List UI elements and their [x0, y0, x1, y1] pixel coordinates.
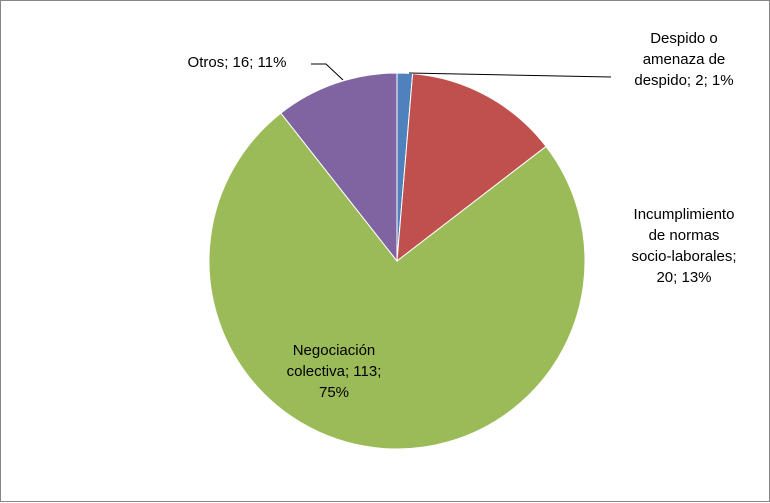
pie-slice-incumplimiento: [396, 73, 547, 263]
data-label-otros: Otros; 16; 11%: [188, 54, 287, 71]
data-label-negociacion: Negociación colectiva; 113; 75%: [287, 342, 382, 401]
pie-slice-otros: [280, 72, 398, 263]
leader-line-otros: [311, 63, 344, 81]
data-label-incumplimiento: Incumplimiento de normas socio-laborales; 2…: [631, 206, 736, 286]
data-label-despido: Despido o amenaza de despido; 2; 1%: [634, 30, 733, 89]
pie-slice-negociacion: [208, 112, 586, 450]
leader-line-despido: [408, 72, 612, 78]
